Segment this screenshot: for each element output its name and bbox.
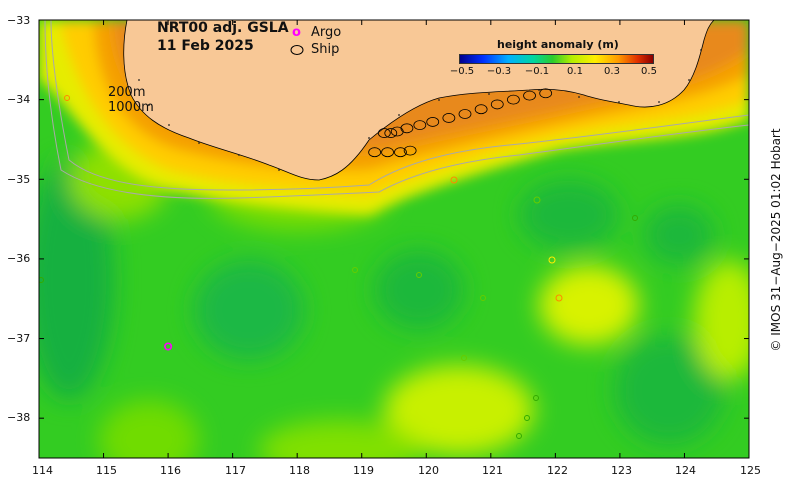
x-tick-label: 125 xyxy=(740,464,761,477)
isobath-200m-label: 200m xyxy=(108,85,146,100)
colorbar-tick: 0.5 xyxy=(641,66,657,77)
x-tick-label: 116 xyxy=(160,464,181,477)
y-tick-label: −37 xyxy=(7,332,31,345)
x-tick-label: 123 xyxy=(611,464,632,477)
colorbar-tick: −0.5 xyxy=(449,66,475,77)
colorbar-tick: 0.1 xyxy=(567,66,583,77)
x-tick-label: 119 xyxy=(353,464,374,477)
map-plot-area xyxy=(39,20,749,458)
y-tick-label: −35 xyxy=(7,173,31,186)
anomaly-patch xyxy=(519,180,619,250)
anomaly-patch xyxy=(539,265,639,345)
x-tick-label: 114 xyxy=(32,464,53,477)
ship-legend-label: Ship xyxy=(311,42,340,57)
credit-text: © IMOS 31−Aug−2025 01:02 Hobart xyxy=(769,128,783,352)
ship-legend-symbol xyxy=(290,45,304,55)
x-tick-label: 122 xyxy=(547,464,568,477)
x-tick-label: 124 xyxy=(675,464,696,477)
anomaly-patch xyxy=(194,260,304,360)
x-tick-label: 121 xyxy=(482,464,503,477)
colorbar-title: height anomaly (m) xyxy=(497,38,619,51)
x-tick-label: 117 xyxy=(225,464,246,477)
colorbar-tick: −0.3 xyxy=(486,66,512,77)
colorbar xyxy=(459,54,654,64)
map-date: 11 Feb 2025 xyxy=(157,38,254,54)
y-tick-label: −34 xyxy=(7,93,31,106)
map-title: NRT00 adj. GSLA xyxy=(157,20,289,36)
y-tick-label: −36 xyxy=(7,252,31,265)
y-tick-label: −38 xyxy=(7,411,31,424)
isobath-1000m-label: 1000m xyxy=(108,100,154,115)
colorbar-tick: −0.1 xyxy=(524,66,550,77)
x-tick-label: 120 xyxy=(418,464,439,477)
anomaly-patch xyxy=(374,250,464,330)
x-tick-label: 118 xyxy=(289,464,310,477)
sea-level-map xyxy=(39,20,749,458)
colorbar-tick: 0.3 xyxy=(604,66,620,77)
argo-legend-label: Argo xyxy=(311,25,342,40)
x-tick-label: 115 xyxy=(96,464,117,477)
argo-legend-symbol: o xyxy=(292,25,301,40)
y-tick-label: −33 xyxy=(7,14,31,27)
anomaly-patch xyxy=(644,205,714,265)
